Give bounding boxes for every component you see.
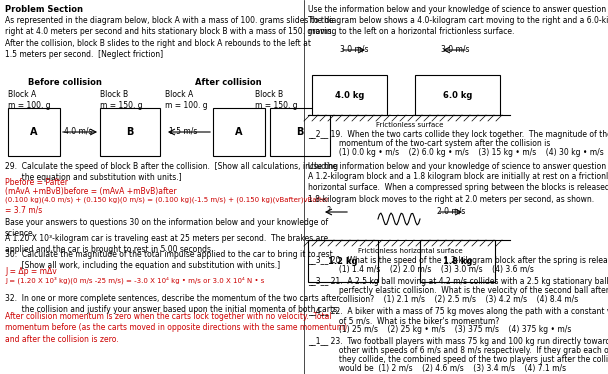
Text: Base your answers to questions 30 on the information below and your knowledge of: Base your answers to questions 30 on the… — [5, 218, 328, 239]
Text: __4__ 22.  A biker with a mass of 75 kg moves along the path with a constant vel: __4__ 22. A biker with a mass of 75 kg m… — [308, 307, 608, 316]
Text: (1) 1.4 m/s    (2) 2.0 m/s    (3) 3.0 m/s    (4) 3.6 m/s: (1) 1.4 m/s (2) 2.0 m/s (3) 3.0 m/s (4) … — [308, 265, 534, 274]
Text: (1) 0.0 kg • m/s    (2) 6.0 kg • m/s    (3) 15 kg • m/s    (4) 30 kg • m/s: (1) 0.0 kg • m/s (2) 6.0 kg • m/s (3) 15… — [308, 148, 604, 157]
Bar — [420, 240, 495, 282]
Text: of 5 m/s.  What is the biker's momentum?: of 5 m/s. What is the biker's momentum? — [308, 316, 499, 325]
Text: (0.100 kg)(4.0 m/s) + (0.150 kg)(0 m/s) = (0.100 kg)(-1.5 m/s) + (0.150 kg)(vBaf: (0.100 kg)(4.0 m/s) + (0.150 kg)(0 m/s) … — [5, 196, 329, 202]
Text: collision?    (1) 2.1 m/s    (2) 2.5 m/s    (3) 4.2 m/s    (4) 8.4 m/s: collision? (1) 2.1 m/s (2) 2.5 m/s (3) 4… — [308, 295, 578, 304]
Text: Block B
m = 150. g: Block B m = 150. g — [255, 90, 298, 110]
Text: 4.0 kg: 4.0 kg — [335, 91, 364, 99]
Text: A 1.2-kilogram block and a 1.8 kilogram block are initially at rest on a frictio: A 1.2-kilogram block and a 1.8 kilogram … — [308, 172, 608, 204]
Text: ?: ? — [326, 206, 330, 215]
Text: Block A
m = 100. g: Block A m = 100. g — [8, 90, 50, 110]
Bar — [308, 240, 378, 282]
Text: J = (1.20 X 10³ kg)(0 m/s -25 m/s) = -3.0 X 10⁴ kg • m/s or 3.0 X 10⁴ N • s: J = (1.20 X 10³ kg)(0 m/s -25 m/s) = -3.… — [5, 276, 264, 283]
Text: 1.5 m/s: 1.5 m/s — [169, 126, 198, 135]
Text: The diagram below shows a 4.0-kilogram cart moving to the right and a 6.0-kilogr: The diagram below shows a 4.0-kilogram c… — [308, 16, 608, 36]
Text: (mAvA +mBvB)before = (mAvA +mBvB)after: (mAvA +mBvB)before = (mAvA +mBvB)after — [5, 187, 177, 196]
Text: = 3.7 m/s: = 3.7 m/s — [5, 205, 42, 214]
Text: After collision momentum is zero when the carts lock together with no velocity. : After collision momentum is zero when th… — [5, 312, 347, 344]
Text: Before collision: Before collision — [28, 78, 102, 87]
Text: Use the information below and your knowledge of science to answer question 19.: Use the information below and your knowl… — [308, 5, 608, 14]
Text: After collision: After collision — [195, 78, 261, 87]
Bar — [312, 75, 387, 115]
Text: (1) 25 m/s    (2) 25 kg • m/s    (3) 375 m/s    (4) 375 kg • m/s: (1) 25 m/s (2) 25 kg • m/s (3) 375 m/s (… — [308, 325, 572, 334]
Text: 30.  Calculate the magnitude of the total impulse applied to the car to bring it: 30. Calculate the magnitude of the total… — [5, 250, 335, 270]
Text: 29.  Calculate the speed of block B after the collision.  [Show all calculations: 29. Calculate the speed of block B after… — [5, 162, 338, 183]
Text: A: A — [30, 127, 38, 137]
Bar — [213, 108, 265, 156]
Text: A 1.20 X 10³-kilogram car is traveling east at 25 meters per second.  The brakes: A 1.20 X 10³-kilogram car is traveling e… — [5, 234, 328, 254]
Text: would be  (1) 2 m/s    (2) 4.6 m/s    (3) 3.4 m/s    (4) 7.1 m/s: would be (1) 2 m/s (2) 4.6 m/s (3) 3.4 m… — [308, 364, 566, 373]
Text: A: A — [235, 127, 243, 137]
Text: 2.0 m/s: 2.0 m/s — [437, 206, 465, 215]
Text: 3.0 m/s: 3.0 m/s — [441, 44, 469, 53]
Text: Problem Section: Problem Section — [5, 5, 83, 14]
Text: 3.0 m/s: 3.0 m/s — [340, 44, 368, 53]
Text: __3__ 20.  What is the speed of the 1.2-kilogram block after the spring is relea: __3__ 20. What is the speed of the 1.2-k… — [308, 256, 608, 265]
Bar — [415, 75, 500, 115]
Text: B: B — [296, 127, 303, 137]
Text: they collide, the combined speed of the two players just after the collision: they collide, the combined speed of the … — [308, 355, 608, 364]
Text: B: B — [126, 127, 134, 137]
Text: Use the information below and your knowledge of science to answer question 20.: Use the information below and your knowl… — [308, 162, 608, 171]
Text: Block B
m = 150. g: Block B m = 150. g — [100, 90, 143, 110]
Text: 6.0 kg: 6.0 kg — [443, 91, 472, 99]
Text: Block A
m = 100. g: Block A m = 100. g — [165, 90, 207, 110]
Text: perfectly elastic collision.  What is the velocity of the second ball after the: perfectly elastic collision. What is the… — [308, 286, 608, 295]
Text: other with speeds of 6 m/s and 8 m/s respectively.  If they grab each other as: other with speeds of 6 m/s and 8 m/s res… — [308, 346, 608, 355]
Text: __2__ 19.  When the two carts collide they lock together.  The magnitude of the : __2__ 19. When the two carts collide the… — [308, 130, 608, 139]
Bar — [270, 108, 330, 156]
Bar — [100, 108, 160, 156]
Text: 1.2 kg: 1.2 kg — [328, 257, 358, 266]
Text: 32.  In one or more complete sentences, describe the momentum of the two carts a: 32. In one or more complete sentences, d… — [5, 294, 339, 315]
Text: 4.0 m/s: 4.0 m/s — [64, 126, 92, 135]
Text: J = Δp = mΔv: J = Δp = mΔv — [5, 267, 57, 276]
Text: momentum of the two-cart system after the collision is: momentum of the two-cart system after th… — [308, 139, 550, 148]
Text: Pbefore = Pafter: Pbefore = Pafter — [5, 178, 68, 187]
Text: 1.8 kg: 1.8 kg — [443, 257, 472, 266]
Text: Frictionless horizontal surface: Frictionless horizontal surface — [358, 248, 462, 254]
Text: __1__ 23.  Two football players with mass 75 kg and 100 kg run directly toward e: __1__ 23. Two football players with mass… — [308, 337, 608, 346]
Text: Frictionless surface: Frictionless surface — [376, 122, 444, 128]
Text: As represented in the diagram below, block A with a mass of 100. grams slides to: As represented in the diagram below, blo… — [5, 16, 334, 59]
Bar — [8, 108, 60, 156]
Text: __3__ 21.  A 2.5 kg ball moving at 4.2 m/s collides with a 2.5 kg stationary bal: __3__ 21. A 2.5 kg ball moving at 4.2 m/… — [308, 277, 608, 286]
